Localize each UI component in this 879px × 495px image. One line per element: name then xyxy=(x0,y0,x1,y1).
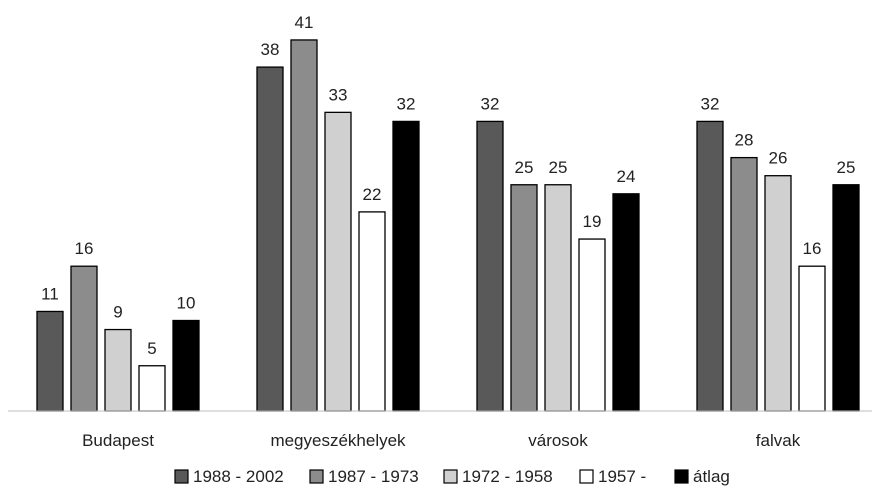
data-label-megyeszékhelyek-1972-1958: 33 xyxy=(329,85,348,104)
data-label-megyeszékhelyek-1988-2002: 38 xyxy=(261,40,280,59)
data-label-falvak-1987-1973: 28 xyxy=(735,131,754,150)
bar-városok-1988-2002 xyxy=(476,120,504,412)
data-label-megyeszékhelyek-1987-1973: 41 xyxy=(295,13,314,32)
bar-megyeszékhelyek-átlag xyxy=(392,120,420,412)
x-axis-tick-labels: Budapest megyeszékhelyek városok falvak xyxy=(82,431,801,450)
data-label-budapest-1987-1973: 16 xyxy=(75,239,94,258)
data-label-budapest-1957: 5 xyxy=(147,339,156,358)
bars-group xyxy=(36,39,860,412)
data-label-városok-1972-1958: 25 xyxy=(549,158,568,177)
legend-label-1957: 1957 - xyxy=(598,467,646,486)
bar-falvak-1972-1958 xyxy=(764,175,792,412)
category-label-megyeszékhelyek: megyeszékhelyek xyxy=(270,431,406,450)
legend-swatch-1957 xyxy=(579,469,594,484)
bar-budapest-átlag xyxy=(172,319,200,412)
category-label-falvak: falvak xyxy=(756,431,801,450)
data-label-falvak-1957: 16 xyxy=(803,239,822,258)
bar-megyeszékhelyek-1988-2002 xyxy=(256,66,284,412)
bar-falvak-1957 xyxy=(798,265,826,412)
data-label-falvak-átlag: 25 xyxy=(837,158,856,177)
data-label-városok-1988-2002: 32 xyxy=(481,94,500,113)
bar-budapest-1988-2002 xyxy=(36,310,64,412)
legend-swatch-1972-1958 xyxy=(443,469,458,484)
data-label-falvak-1988-2002: 32 xyxy=(701,94,720,113)
data-label-budapest-1972-1958: 9 xyxy=(113,303,122,322)
bar-városok-átlag xyxy=(612,193,640,412)
data-label-városok-átlag: 24 xyxy=(617,167,636,186)
data-label-budapest-átlag: 10 xyxy=(177,294,196,313)
category-label-városok: városok xyxy=(528,431,588,450)
legend-label-1988-2002: 1988 - 2002 xyxy=(193,467,284,486)
data-label-budapest-1988-2002: 11 xyxy=(41,284,59,303)
bar-megyeszékhelyek-1957 xyxy=(358,211,386,412)
bar-falvak-1988-2002 xyxy=(696,120,724,412)
legend-label-1987-1973: 1987 - 1973 xyxy=(328,467,419,486)
legend-swatch-1988-2002 xyxy=(174,469,189,484)
bar-budapest-1987-1973 xyxy=(70,265,98,412)
value-labels-group: 11 16 9 5 10 38 41 33 22 32 32 25 25 19 24 32 28 26 16 25 xyxy=(41,13,855,358)
bar-falvak-átlag xyxy=(832,184,860,412)
legend: 1988 - 2002 1987 - 1973 1972 - 1958 1957 - á… xyxy=(174,467,730,486)
bar-budapest-1972-1958 xyxy=(104,328,132,412)
legend-label-1972-1958: 1972 - 1958 xyxy=(462,467,553,486)
category-label-budapest: Budapest xyxy=(82,431,154,450)
data-label-megyeszékhelyek-1957: 22 xyxy=(363,185,382,204)
bar-budapest-1957 xyxy=(138,365,166,412)
bar-megyeszékhelyek-1987-1973 xyxy=(290,39,318,412)
data-label-falvak-1972-1958: 26 xyxy=(769,149,788,168)
bar-megyeszékhelyek-1972-1958 xyxy=(324,111,352,412)
data-label-városok-1957: 19 xyxy=(583,212,602,231)
legend-label-átlag: átlag xyxy=(693,467,730,486)
data-label-városok-1987-1973: 25 xyxy=(515,158,534,177)
legend-swatch-átlag xyxy=(674,469,689,484)
bar-városok-1972-1958 xyxy=(544,184,572,412)
legend-swatch-1987-1973 xyxy=(309,469,324,484)
data-label-megyeszékhelyek-átlag: 32 xyxy=(397,94,416,113)
bar-városok-1957 xyxy=(578,238,606,412)
bar-falvak-1987-1973 xyxy=(730,156,758,412)
bar-városok-1987-1973 xyxy=(510,184,538,412)
